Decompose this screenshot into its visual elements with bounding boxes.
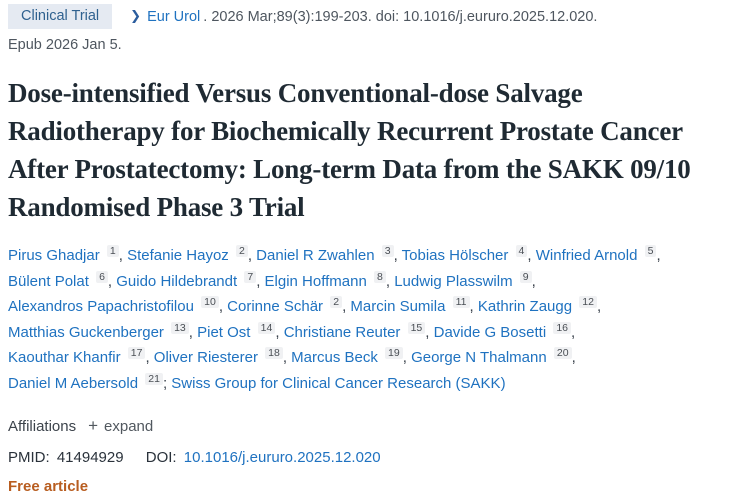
author-separator: , bbox=[393, 247, 402, 264]
author-separator: , bbox=[247, 247, 257, 264]
journal-link[interactable]: Eur Urol bbox=[147, 8, 201, 25]
author-separator: , bbox=[218, 298, 228, 315]
affiliation-number: 16 bbox=[553, 321, 572, 334]
affiliation-number: 10 bbox=[201, 296, 219, 308]
author-link[interactable]: Marcin Sumila bbox=[350, 298, 446, 315]
plus-icon: + bbox=[88, 416, 99, 435]
affiliation-number: 15 bbox=[407, 321, 426, 334]
author-link[interactable]: Christiane Reuter bbox=[283, 323, 401, 341]
author-separator: , bbox=[425, 323, 434, 341]
author-separator: , bbox=[282, 349, 292, 366]
author-separator: , bbox=[385, 272, 395, 290]
affiliation-number: 19 bbox=[385, 347, 403, 359]
author-link[interactable]: Tobias Hölscher bbox=[401, 247, 509, 264]
affiliation-number: 9 bbox=[519, 270, 532, 283]
chevron-right-icon[interactable]: ❯ bbox=[130, 9, 142, 24]
free-article-badge: Free article bbox=[8, 478, 89, 495]
affiliation-number: 4 bbox=[515, 245, 528, 257]
author-link[interactable]: Corinne Schär bbox=[227, 298, 324, 315]
doi-link[interactable]: 10.1016/j.eururo.2025.12.020 bbox=[183, 449, 381, 466]
author-link[interactable]: Bülent Polat bbox=[8, 272, 89, 290]
author-separator: , bbox=[188, 323, 198, 341]
pmid-value: 41494929 bbox=[56, 449, 124, 466]
author-separator: , bbox=[469, 298, 478, 315]
author-link[interactable]: Ludwig Plasswilm bbox=[394, 272, 513, 290]
affiliation-number: 21 bbox=[145, 372, 163, 385]
affiliation-number: 5 bbox=[644, 245, 657, 257]
affiliations-row: Affiliations + expand bbox=[8, 416, 740, 436]
author-link[interactable]: Winfried Arnold bbox=[535, 247, 638, 264]
author-separator: , bbox=[596, 298, 602, 315]
author-link[interactable]: Daniel R Zwahlen bbox=[256, 247, 375, 264]
author-separator: , bbox=[342, 298, 351, 315]
author-link[interactable]: Piet Ost bbox=[197, 323, 251, 341]
author-separator: , bbox=[107, 272, 117, 290]
authors-list: Pirus Ghadjar 1, Stefanie Hayoz 2, Danie… bbox=[8, 243, 710, 396]
affiliation-number: 2 bbox=[330, 296, 343, 308]
author-separator: , bbox=[656, 247, 661, 264]
author-link[interactable]: George N Thalmann bbox=[411, 349, 547, 366]
pmid-label: PMID: bbox=[8, 449, 50, 466]
epub-date: Epub 2026 Jan 5. bbox=[8, 37, 122, 53]
author-link[interactable]: Stefanie Hayoz bbox=[127, 247, 229, 264]
author-separator: , bbox=[571, 323, 576, 341]
affiliation-number: 13 bbox=[171, 321, 189, 334]
author-link[interactable]: Marcus Beck bbox=[291, 349, 378, 366]
author-link[interactable]: Daniel M Aebersold bbox=[8, 374, 139, 392]
doi-label: DOI: bbox=[145, 449, 177, 466]
identifiers-row: PMID: 41494929 DOI: 10.1016/j.eururo.202… bbox=[8, 449, 740, 466]
collective-author-link[interactable]: Swiss Group for Clinical Cancer Research… bbox=[171, 374, 506, 392]
author-link[interactable]: Matthias Guckenberger bbox=[8, 323, 164, 341]
author-separator: , bbox=[527, 247, 536, 264]
affiliation-number: 12 bbox=[579, 296, 597, 308]
affiliations-label: Affiliations bbox=[8, 417, 77, 435]
author-separator: , bbox=[531, 272, 536, 290]
expand-label: expand bbox=[104, 417, 154, 435]
author-separator: , bbox=[145, 349, 154, 366]
affiliation-number: 2 bbox=[235, 245, 248, 257]
author-link[interactable]: Kaouthar Khanfir bbox=[8, 349, 121, 366]
author-separator: , bbox=[256, 272, 265, 290]
article-title: Dose-intensified Versus Conventional-dos… bbox=[8, 78, 691, 222]
author-separator: ; bbox=[162, 374, 172, 392]
author-link[interactable]: Alexandros Papachristofilou bbox=[8, 298, 194, 315]
author-link[interactable]: Oliver Riesterer bbox=[153, 349, 258, 366]
affiliation-number: 8 bbox=[374, 270, 386, 283]
author-separator: , bbox=[571, 349, 576, 366]
author-separator: , bbox=[118, 247, 128, 264]
affiliation-number: 20 bbox=[553, 347, 572, 359]
author-link[interactable]: Davide G Bosetti bbox=[433, 323, 547, 341]
publication-type-badge: Clinical Trial bbox=[8, 4, 113, 29]
author-separator: , bbox=[275, 323, 284, 341]
affiliation-number: 7 bbox=[244, 270, 257, 283]
affiliation-number: 1 bbox=[106, 245, 119, 257]
citation-text: . 2026 Mar;89(3):199-203. doi: 10.1016/j… bbox=[203, 8, 598, 25]
affiliation-number: 11 bbox=[452, 296, 470, 308]
author-link[interactable]: Pirus Ghadjar bbox=[8, 247, 100, 264]
citation-row: Clinical Trial ❯ Eur Urol . 2026 Mar;89(… bbox=[8, 4, 740, 29]
affiliation-number: 14 bbox=[257, 321, 276, 334]
affiliation-number: 17 bbox=[127, 347, 146, 359]
author-separator: , bbox=[402, 349, 412, 366]
expand-affiliations-button[interactable]: + expand bbox=[88, 416, 153, 436]
affiliation-number: 3 bbox=[381, 245, 394, 257]
affiliation-number: 18 bbox=[265, 347, 283, 359]
author-link[interactable]: Elgin Hoffmann bbox=[264, 272, 367, 290]
author-link[interactable]: Kathrin Zaugg bbox=[477, 298, 573, 315]
author-link[interactable]: Guido Hildebrandt bbox=[116, 272, 238, 290]
affiliation-number: 6 bbox=[96, 270, 108, 283]
